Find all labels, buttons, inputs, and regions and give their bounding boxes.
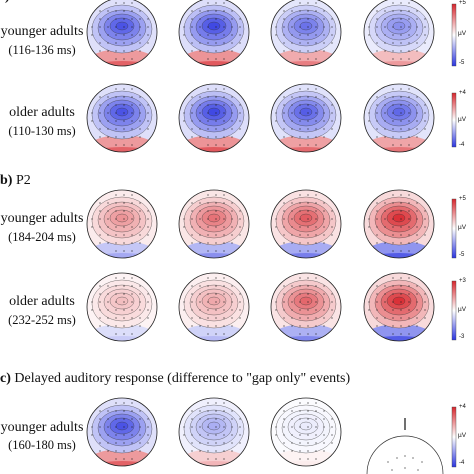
colorbar-2-unit: µV bbox=[458, 116, 467, 123]
colorbar-1-unit: µV bbox=[458, 30, 467, 37]
colorbar-4-max: +3 bbox=[459, 278, 466, 284]
row-2-window: (110-130 ms) bbox=[8, 124, 76, 138]
scalp-map bbox=[178, 397, 250, 467]
colorbar bbox=[451, 92, 457, 148]
panel-c-letter: c) bbox=[0, 371, 11, 386]
panel-a-label: a) N1 bbox=[0, 0, 30, 5]
panel-a-letter: a) bbox=[0, 0, 10, 4]
colorbar-2-max: +4 bbox=[459, 90, 466, 96]
electrode-montage-icon bbox=[366, 418, 444, 474]
scalp-map bbox=[363, 272, 435, 342]
scalp-map bbox=[178, 83, 250, 153]
scalp-map bbox=[363, 0, 435, 67]
scalp-map bbox=[86, 0, 158, 67]
scalp-map bbox=[86, 189, 158, 259]
colorbar-3-unit: µV bbox=[458, 224, 467, 231]
row-3-group: younger adults bbox=[0, 211, 84, 226]
row-1-group: younger adults bbox=[0, 24, 84, 39]
colorbar-4-min: -3 bbox=[459, 334, 465, 340]
scalp-map bbox=[86, 83, 158, 153]
colorbar-3-max: +5 bbox=[459, 196, 466, 202]
row-4-window: (232-252 ms) bbox=[8, 313, 76, 327]
colorbar-5-max: +4 bbox=[459, 404, 466, 410]
colorbar bbox=[451, 406, 457, 468]
scalp-map bbox=[86, 272, 158, 342]
scalp-maps bbox=[86, 0, 457, 474]
colorbar bbox=[451, 280, 457, 341]
scalp-map bbox=[270, 189, 342, 259]
colorbar-5-min: -4 bbox=[459, 460, 465, 466]
panel-c-name: Delayed auditory response (difference to… bbox=[14, 371, 351, 386]
scalp-map bbox=[178, 0, 250, 67]
row-3-window: (184-204 ms) bbox=[8, 230, 76, 244]
colorbar-1-min: -5 bbox=[459, 60, 465, 66]
scalp-map bbox=[270, 0, 342, 67]
scalp-map bbox=[178, 189, 250, 259]
row-1-window: (116-136 ms) bbox=[8, 43, 76, 57]
scalp-map bbox=[363, 83, 435, 153]
row-4-group: older adults bbox=[9, 294, 75, 309]
row-2-group: older adults bbox=[9, 105, 75, 120]
scalp-map bbox=[270, 83, 342, 153]
scalp-map bbox=[270, 397, 342, 467]
panel-a-name: N1 bbox=[13, 0, 30, 4]
colorbar-2-min: -4 bbox=[459, 142, 465, 148]
scalp-map bbox=[363, 189, 435, 259]
row-5-window: (160-180 ms) bbox=[8, 438, 76, 452]
colorbar-1-max: +5 bbox=[459, 0, 466, 6]
panel-c-label: c) Delayed auditory response (difference… bbox=[0, 371, 350, 387]
colorbar bbox=[451, 198, 457, 259]
row-5-group: younger adults bbox=[0, 420, 84, 435]
panel-b-label: b) P2 bbox=[0, 173, 31, 189]
colorbar-3-min: -5 bbox=[459, 252, 465, 258]
colorbar-5-unit: µV bbox=[458, 432, 467, 439]
scalp-map bbox=[86, 397, 158, 467]
scalp-map bbox=[270, 272, 342, 342]
colorbar-4-unit: µV bbox=[458, 306, 467, 313]
scalp-map bbox=[178, 272, 250, 342]
colorbar bbox=[451, 3, 457, 67]
panel-b-name: P2 bbox=[15, 173, 31, 188]
panel-b-letter: b) bbox=[0, 173, 13, 188]
